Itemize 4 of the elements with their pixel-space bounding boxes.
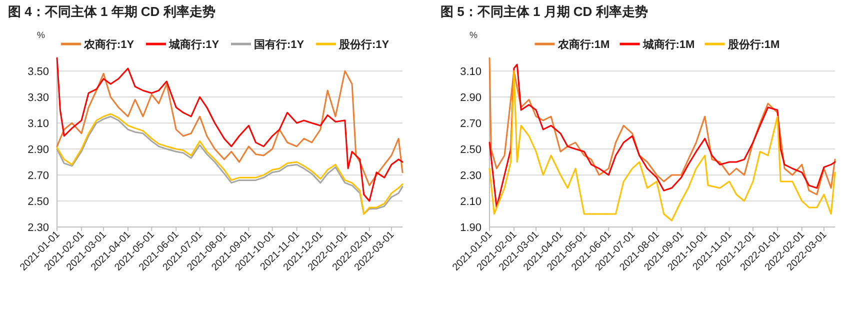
ylabel: % — [37, 30, 46, 40]
ylabel: % — [470, 30, 478, 40]
title: 图 5：不同主体 1 月期 CD 利率走势 — [440, 4, 648, 19]
title: 图 4：不同主体 1 年期 CD 利率走势 — [8, 4, 216, 19]
